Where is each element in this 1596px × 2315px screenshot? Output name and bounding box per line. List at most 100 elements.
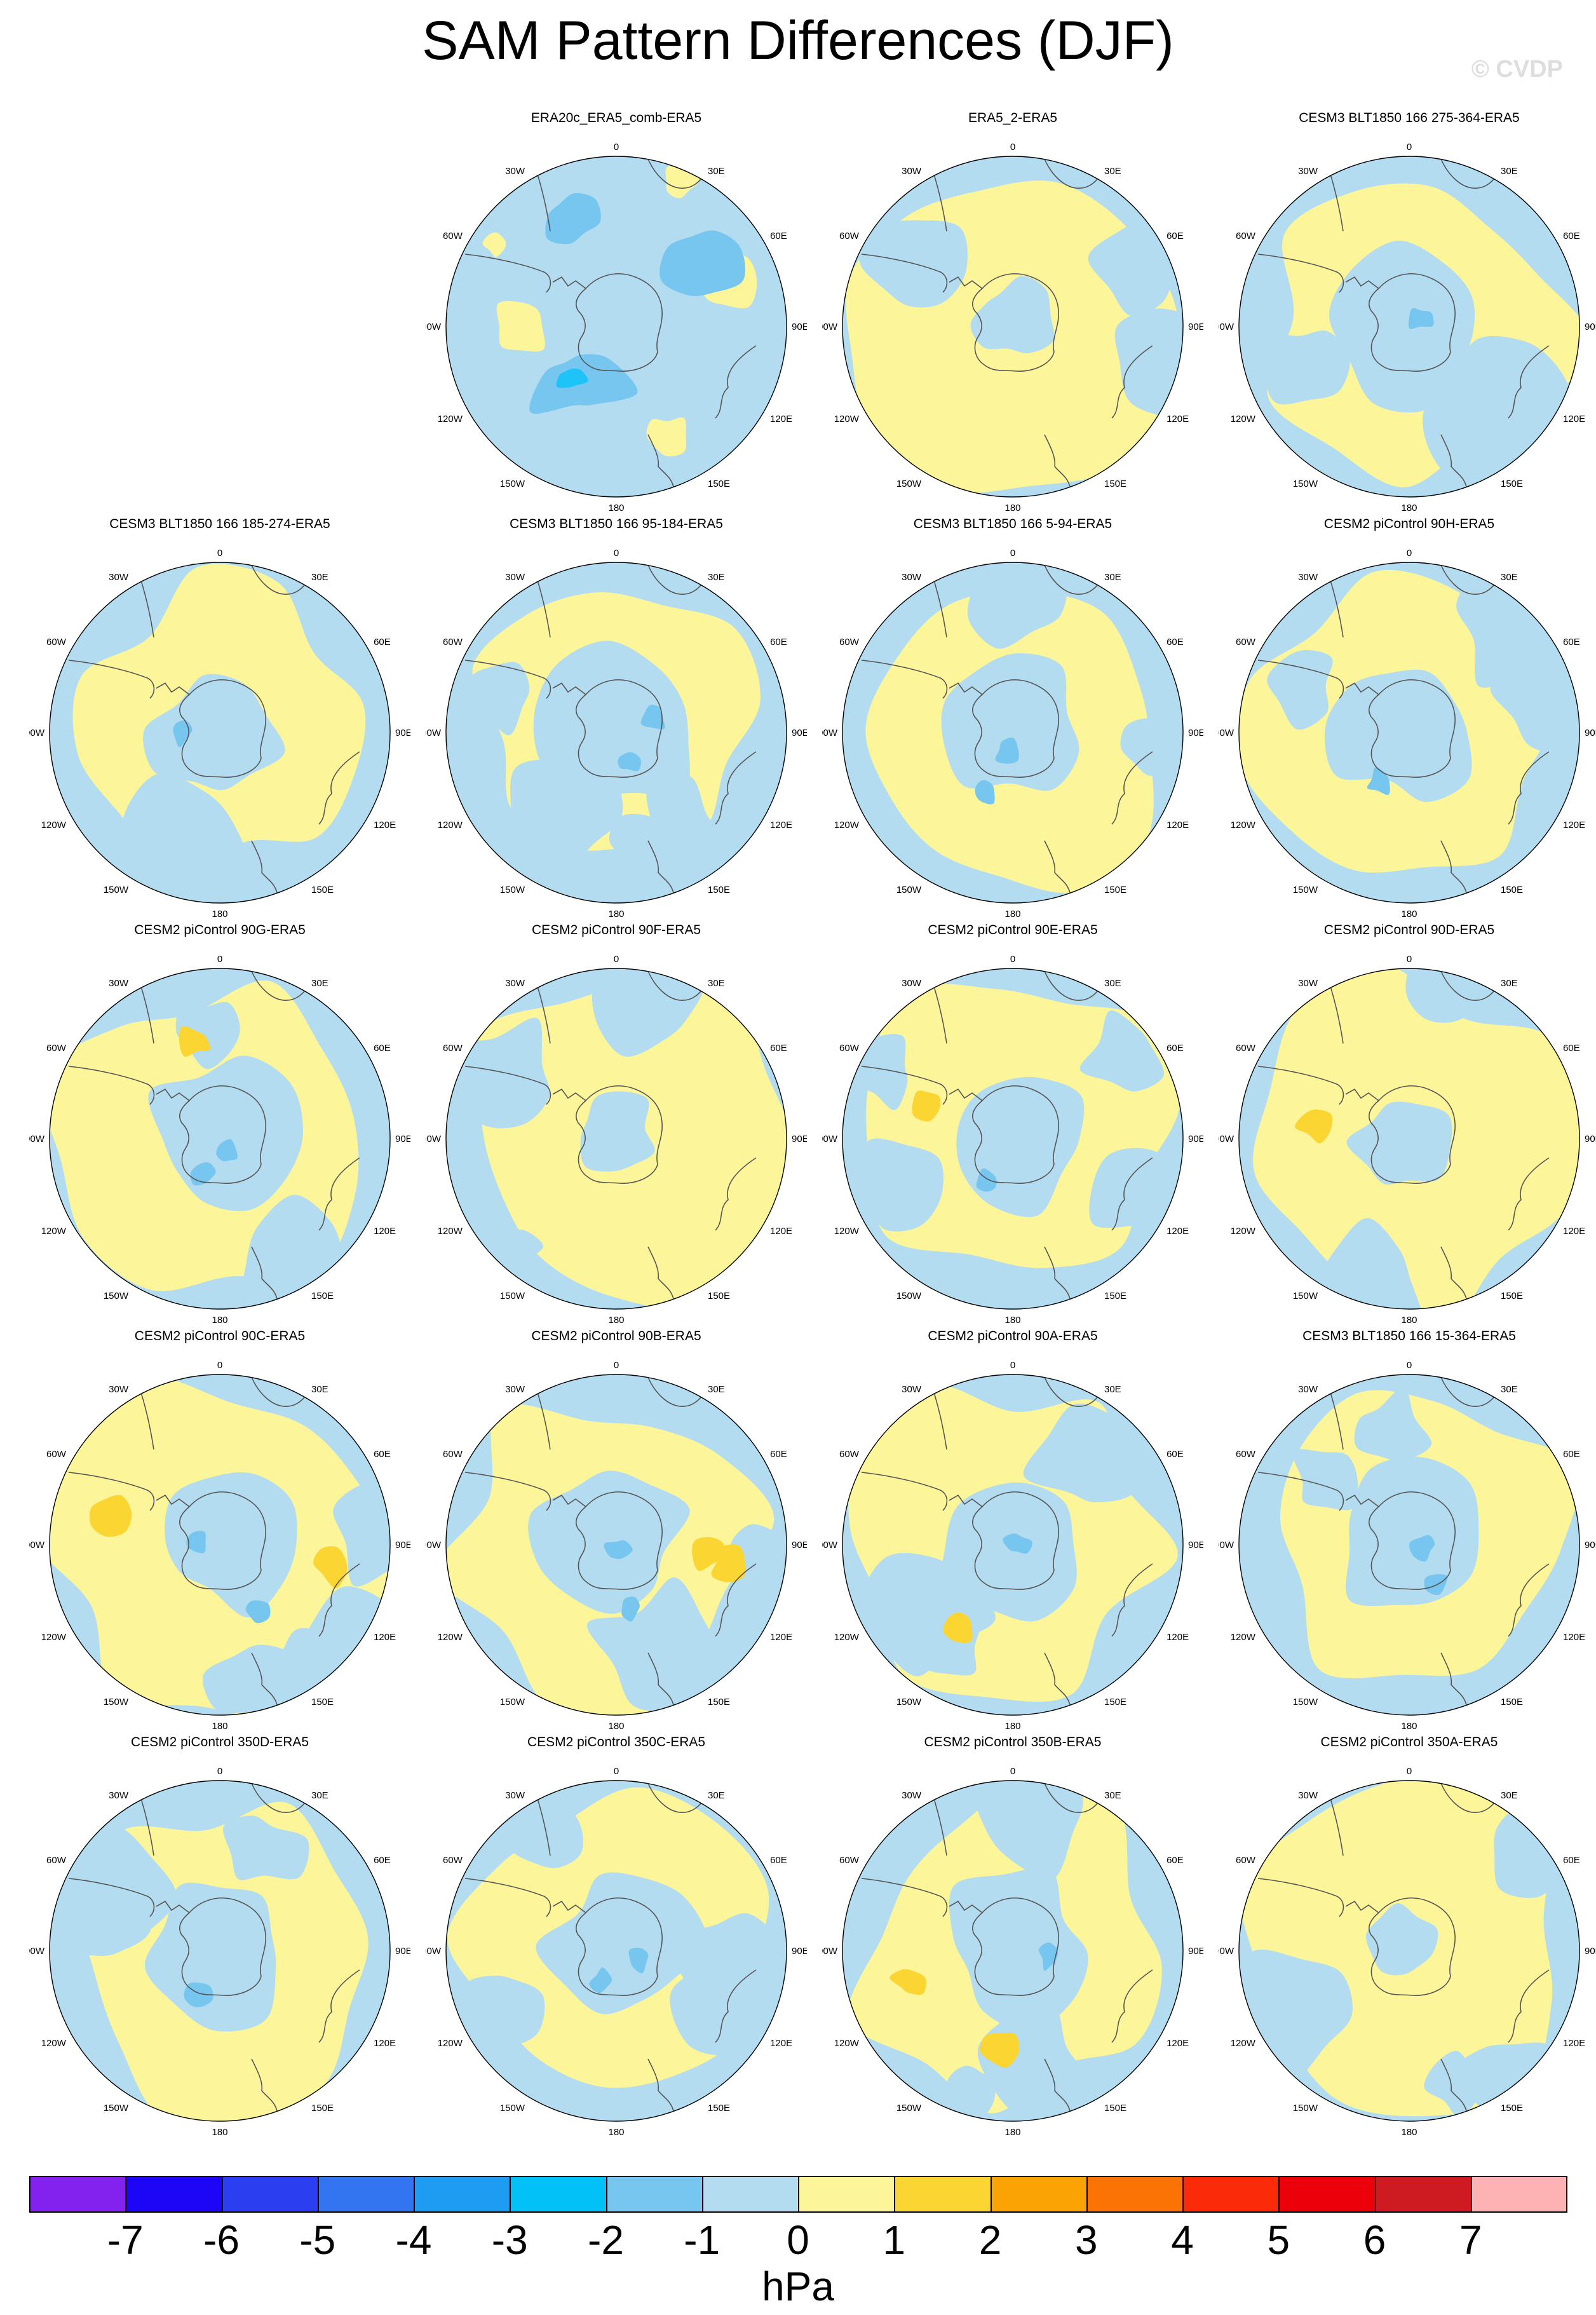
label-120w: 120W <box>1231 2038 1256 2049</box>
colorbar-tick-label: 0 <box>787 2217 809 2263</box>
south-america-coastline <box>1257 1472 1344 1511</box>
map-panel: CESM2 piControl 90E-ERA5 0 180 90W 90E 30W 60W… <box>822 921 1203 1331</box>
central-negative-region <box>949 1868 1088 2032</box>
map-panel: CESM2 piControl 90A-ERA5 0 180 90W 90E 30W 60W… <box>822 1327 1203 1737</box>
label-90e: 90E <box>1585 1946 1596 1957</box>
label-30w: 30W <box>902 166 922 177</box>
negative-anomaly-region <box>186 1531 206 1554</box>
map-panel: CESM2 piControl 350B-ERA5 0 180 90W 90E 30W 60… <box>822 1734 1203 2143</box>
new-zealand-coastline <box>1440 840 1467 893</box>
antarctica-coastline <box>1369 273 1456 372</box>
negative-anomaly-region <box>1453 336 1571 437</box>
label-120w: 120W <box>834 1632 860 1643</box>
colorbar-tick-label: -3 <box>491 2217 528 2263</box>
australia-coastline <box>1508 1969 1550 2043</box>
label-120e: 120E <box>374 1632 396 1643</box>
negative-anomaly-region <box>618 752 641 771</box>
negative-anomaly-region <box>1088 217 1180 316</box>
africa-coastline <box>251 970 309 1001</box>
label-120w: 120W <box>438 820 463 831</box>
label-60w: 60W <box>46 1043 67 1054</box>
label-90e: 90E <box>792 1134 807 1144</box>
label-30e: 30E <box>1501 978 1518 989</box>
map-field <box>842 562 1183 903</box>
polar-map: 0 180 90W 90E 30W 60W 150W 120W 30E 60E 150E 120E <box>1219 142 1596 513</box>
antarctic-peninsula-coastline <box>552 682 586 695</box>
label-180: 180 <box>1401 1721 1417 1732</box>
positive-anomaly-region <box>646 417 687 457</box>
map-border <box>842 156 1184 498</box>
new-zealand-coastline <box>1044 2058 1071 2112</box>
negative-anomaly-region <box>190 1162 216 1186</box>
label-180: 180 <box>1401 909 1417 920</box>
label-150e: 150E <box>708 1697 730 1707</box>
label-150e: 150E <box>1501 479 1523 489</box>
label-0: 0 <box>1407 954 1412 965</box>
negative-anomaly-region <box>1079 1010 1165 1092</box>
central-negative-region <box>144 1882 276 2032</box>
antarctic-peninsula-coastline <box>1345 1494 1379 1507</box>
label-90w: 90W <box>426 1134 442 1144</box>
antarctic-peninsula-coastline <box>949 1900 983 1913</box>
label-120e: 120E <box>1563 2038 1585 2049</box>
label-60w: 60W <box>46 1855 67 1866</box>
label-60w: 60W <box>443 1043 463 1054</box>
colorbar-swatch <box>990 2176 1087 2213</box>
panel-title: CESM2 piControl 350C-ERA5 <box>527 1735 706 1749</box>
south-america-coastline <box>861 254 948 293</box>
label-90e: 90E <box>792 728 807 738</box>
africa-coastline <box>647 1782 706 1813</box>
map-panel: ERA20c_ERA5_comb-ERA5 0 180 90W 90E 30W 60W 150… <box>426 109 807 519</box>
map-disc-background <box>446 156 787 497</box>
label-90e: 90E <box>1188 322 1203 332</box>
map-panel: CESM3 BLT1850 166 15-364-ERA5 0 180 90W 90E 3… <box>1219 1327 1596 1737</box>
panel-title: CESM2 piControl 90A-ERA5 <box>928 1329 1098 1343</box>
label-30w: 30W <box>505 166 525 177</box>
negative-anomaly-region <box>609 813 668 874</box>
label-120w: 120W <box>438 414 463 424</box>
australia-coastline <box>1111 1563 1153 1637</box>
label-30w: 30W <box>1298 978 1318 989</box>
map-border <box>445 156 787 498</box>
label-150w: 150W <box>896 1291 922 1301</box>
label-90w: 90W <box>426 322 442 332</box>
negative-anomaly-region <box>453 662 530 735</box>
antarctic-peninsula-coastline <box>552 1088 586 1101</box>
label-150e: 150E <box>1104 2103 1126 2114</box>
label-90e: 90E <box>1585 322 1596 332</box>
label-90w: 90W <box>426 1540 442 1551</box>
polar-map: 0 180 90W 90E 30W 60W 150W 120W 30E 60E 150E 120E <box>1219 1766 1596 2138</box>
label-90w: 90W <box>29 1946 45 1957</box>
label-60w: 60W <box>443 231 463 241</box>
label-60w: 60W <box>443 1449 463 1460</box>
label-120e: 120E <box>770 1632 792 1643</box>
label-120w: 120W <box>41 2038 67 2049</box>
central-negative-region <box>970 276 1054 354</box>
map-panel: CESM2 piControl 350D-ERA5 0 180 90W 90E 30W 60… <box>29 1734 410 2143</box>
label-150e: 150E <box>311 1697 334 1707</box>
south-america-coastline <box>68 660 155 699</box>
label-120w: 120W <box>41 1226 67 1237</box>
label-30e: 30E <box>1104 1790 1121 1801</box>
label-30w: 30W <box>505 1384 525 1395</box>
label-150e: 150E <box>1501 1291 1523 1301</box>
panel-title: CESM2 piControl 90H-ERA5 <box>1323 517 1495 531</box>
label-180: 180 <box>608 909 624 920</box>
negative-anomaly-region <box>1038 1942 1058 1971</box>
polar-map: 0 180 90W 90E 30W 60W 150W 120W 30E 60E 150E 120E <box>822 142 1203 513</box>
australia-coastline <box>1111 345 1153 419</box>
central-negative-region <box>536 1872 707 2014</box>
label-0: 0 <box>614 548 619 559</box>
label-120w: 120W <box>41 1632 67 1643</box>
map-field <box>1239 1781 1579 2121</box>
label-60e: 60E <box>1167 1043 1184 1054</box>
polar-map: 0 180 90W 90E 30W 60W 150W 120W 30E 60E 150E 120E <box>822 954 1203 1326</box>
label-90e: 90E <box>395 728 410 738</box>
label-90w: 90W <box>822 728 838 738</box>
australia-coastline <box>715 751 757 825</box>
polar-map: 0 180 90W 90E 30W 60W 150W 120W 30E 60E 150E 120E <box>29 548 410 920</box>
negative-anomaly-region <box>216 1139 238 1162</box>
map-field <box>1239 968 1579 1309</box>
label-0: 0 <box>1010 954 1015 965</box>
label-150w: 150W <box>1293 1697 1318 1707</box>
